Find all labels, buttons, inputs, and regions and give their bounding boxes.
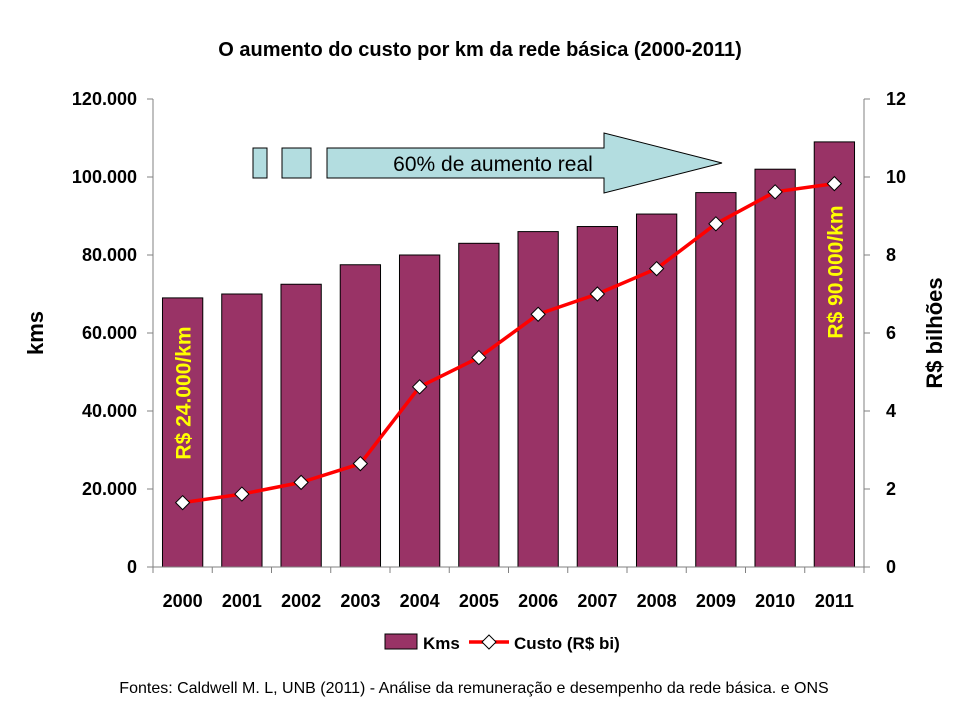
arrow-segment-small bbox=[252, 147, 268, 179]
x-tick-label: 2005 bbox=[459, 591, 499, 611]
y-right-tick-label: 6 bbox=[886, 323, 896, 343]
y-right-tick-label: 0 bbox=[886, 557, 896, 577]
y-axis-left-label: kms bbox=[23, 311, 48, 355]
x-tick-label: 2008 bbox=[637, 591, 677, 611]
arrow-shape bbox=[326, 132, 723, 194]
bar-kms-2002 bbox=[280, 283, 322, 568]
arrow-segment-medium bbox=[281, 147, 312, 179]
bar-kms-2003 bbox=[339, 264, 382, 568]
y-left-tick-label: 0 bbox=[127, 557, 137, 577]
bar-kms-2004 bbox=[398, 254, 441, 568]
point-custo-2006 bbox=[530, 306, 546, 322]
point-custo-2011 bbox=[826, 175, 843, 192]
y-right-tick-label: 10 bbox=[886, 167, 906, 187]
x-tick-label: 2001 bbox=[222, 591, 262, 611]
x-tick-label: 2006 bbox=[518, 591, 558, 611]
source-note: Fontes: Caldwell M. L, UNB (2011) - Anál… bbox=[119, 680, 828, 697]
line-custo bbox=[182, 181, 835, 505]
x-tick-label: 2009 bbox=[696, 591, 736, 611]
bar-kms-2007 bbox=[576, 226, 619, 568]
y-left-tick-label: 60.000 bbox=[82, 323, 137, 343]
y-left-tick-label: 40.000 bbox=[82, 401, 137, 421]
y-left-tick-label: 20.000 bbox=[82, 479, 137, 499]
legend-swatch-marker-custo bbox=[481, 634, 497, 650]
legend-label-custo: Custo (R$ bi) bbox=[514, 634, 620, 653]
chart-title: O aumento do custo por km da rede básica… bbox=[218, 39, 742, 61]
x-tick-label: 2007 bbox=[577, 591, 617, 611]
bar-kms-2009 bbox=[695, 192, 737, 568]
point-custo-2009 bbox=[708, 216, 724, 232]
bar-kms-2000 bbox=[161, 297, 204, 568]
point-custo-2001 bbox=[234, 486, 250, 502]
point-custo-2008 bbox=[648, 260, 665, 277]
y-right-tick-label: 12 bbox=[886, 89, 906, 109]
y-left-tick-label: 80.000 bbox=[82, 245, 137, 265]
y-right-tick-label: 4 bbox=[886, 401, 896, 421]
y-left-tick-label: 100.000 bbox=[72, 167, 137, 187]
point-custo-2010 bbox=[767, 184, 783, 200]
point-custo-2002 bbox=[293, 474, 309, 491]
x-tick-label: 2011 bbox=[815, 591, 854, 611]
point-custo-2007 bbox=[589, 286, 606, 302]
x-tick-label: 2000 bbox=[163, 591, 203, 611]
x-tick-label: 2004 bbox=[400, 591, 440, 611]
legend-label-kms: Kms bbox=[423, 634, 460, 653]
point-custo-2005 bbox=[471, 349, 487, 366]
y-right-tick-label: 2 bbox=[886, 479, 896, 499]
bar-kms-2001 bbox=[221, 293, 263, 568]
y-axis-right-label: R$ bilhões bbox=[922, 277, 947, 388]
bar-kms-2011 bbox=[813, 141, 856, 568]
annotation-start-cost: R$ 24.000/km bbox=[173, 326, 196, 459]
x-tick-label: 2003 bbox=[340, 591, 380, 611]
bar-kms-2006 bbox=[517, 231, 559, 568]
y-left-tick-label: 120.000 bbox=[72, 89, 137, 109]
bar-kms-2010 bbox=[754, 168, 796, 568]
plot-area: 0 20.000 40.000 60.000 80.000 100.000 120.000 0… bbox=[23, 89, 947, 653]
x-tick-label: 2002 bbox=[281, 591, 321, 611]
y-right-tick-label: 8 bbox=[886, 245, 896, 265]
annotation-end-cost: R$ 90.000/km bbox=[824, 205, 847, 338]
x-tick-label: 2010 bbox=[755, 591, 795, 611]
legend-swatch-kms bbox=[384, 633, 418, 650]
point-custo-2004 bbox=[411, 379, 428, 395]
point-custo-2003 bbox=[352, 455, 369, 472]
point-custo-2000 bbox=[174, 494, 191, 511]
bar-kms-2005 bbox=[458, 242, 500, 568]
arrow-label: 60% de aumento real bbox=[393, 153, 593, 176]
